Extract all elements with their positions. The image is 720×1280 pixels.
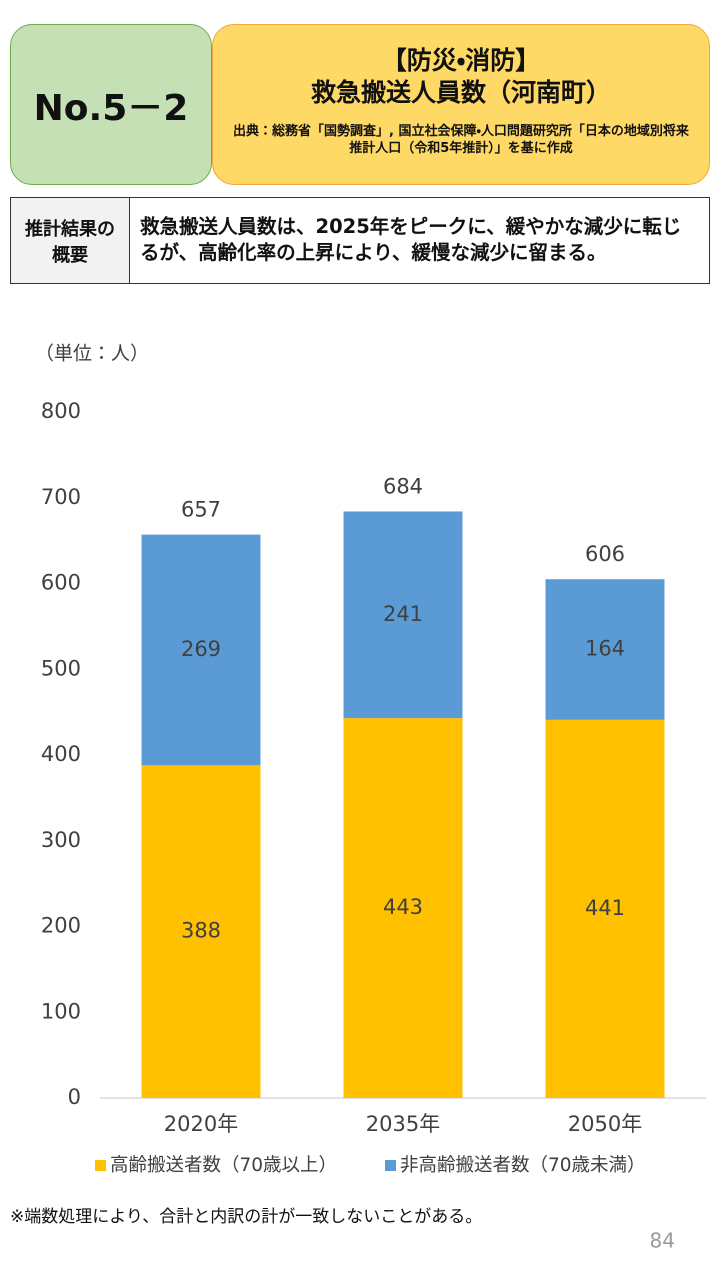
total-label: 657: [181, 498, 221, 522]
y-tick-label: 600: [41, 571, 81, 595]
title-box: 【防災・消防】 救急搬送人員数（河南町） 出典：総務省「国勢調査」, 国立社会保…: [212, 24, 710, 185]
y-tick-label: 700: [41, 485, 81, 509]
source: 出典：総務省「国勢調査」, 国立社会保障・人口問題研究所「日本の地域別将来推計人…: [233, 124, 689, 156]
x-tick-label: 2035年: [366, 1112, 440, 1136]
badge: No.5－2: [10, 24, 212, 185]
value-label: 269: [181, 637, 221, 661]
value-label: 164: [585, 637, 625, 661]
x-tick-label: 2020年: [164, 1112, 238, 1136]
legend-label: 非高齢搬送者数（70歳未満）: [400, 1155, 646, 1176]
summary-table: 推計結果の概要 救急搬送人員数は、2025年をピークに、緩やかな減少に転じるが、…: [10, 197, 710, 284]
bar-segment: [545, 579, 665, 720]
unit-label: （単位：人）: [35, 343, 149, 365]
legend-swatch: [385, 1160, 396, 1171]
y-tick-label: 500: [41, 656, 81, 680]
summary-label: 推計結果の概要: [11, 198, 130, 283]
legend-label: 高齢搬送者数（70歳以上）: [110, 1155, 337, 1176]
bar-segment: [343, 511, 463, 719]
value-label: 388: [181, 919, 221, 943]
y-tick-label: 800: [41, 399, 81, 423]
total-label: 684: [383, 474, 423, 498]
note: ※端数処理により、合計と内訳の計が一致しないことがある。: [10, 1207, 482, 1227]
y-tick-label: 200: [41, 914, 81, 938]
summary-text: 救急搬送人員数は、2025年をピークに、緩やかな減少に転じるが、高齢化率の上昇に…: [140, 215, 682, 264]
page-number: 84: [650, 1229, 675, 1253]
bar-segment: [141, 765, 261, 1098]
y-tick-label: 100: [41, 999, 81, 1023]
y-tick-label: 300: [41, 828, 81, 852]
title: 【防災・消防】: [381, 46, 541, 75]
title: 救急搬送人員数（河南町）: [310, 78, 611, 107]
x-tick-label: 2050年: [568, 1112, 642, 1136]
value-label: 443: [383, 895, 423, 919]
bar-segment: [545, 719, 665, 1098]
total-label: 606: [585, 542, 625, 566]
bar-segment: [343, 718, 463, 1098]
value-label: 241: [383, 602, 423, 626]
bar-segment: [141, 534, 261, 766]
y-tick-label: 0: [68, 1085, 81, 1109]
y-tick-label: 400: [41, 742, 81, 766]
value-label: 441: [585, 896, 625, 920]
legend-swatch: [95, 1160, 106, 1171]
